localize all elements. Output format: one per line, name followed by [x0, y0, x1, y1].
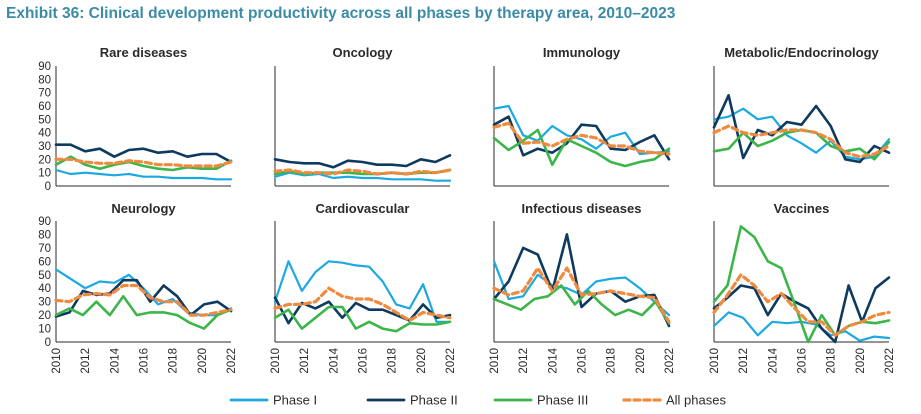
- x-tick-label: 2016: [358, 348, 370, 374]
- series-all-immunology: [492, 121, 671, 156]
- panel-title: Rare diseases: [100, 45, 187, 60]
- x-tick-label: 2012: [299, 348, 311, 374]
- panel-title: Oncology: [333, 45, 394, 60]
- panel-title: Infectious diseases: [522, 201, 642, 216]
- panel-cardiovascular: Cardiovascular 2010 2012 2014 2016 2018 2020 20…: [270, 201, 457, 374]
- series-all-vaccines: [712, 273, 891, 337]
- series-phase2-infectious-diseases: [492, 233, 671, 328]
- legend-label-phase3: Phase III: [537, 393, 588, 408]
- series-phase1-rare-diseases: [54, 168, 233, 181]
- series-phase2-immunology: [492, 115, 671, 161]
- x-tick-label: 2010: [709, 348, 721, 374]
- x-tick-label: 2016: [139, 348, 151, 374]
- legend-label-phase1: Phase I: [273, 393, 317, 408]
- y-tick-label: 90: [38, 216, 51, 228]
- x-tick-label: 2014: [547, 347, 559, 373]
- x-tick-label: 2018: [387, 348, 399, 374]
- legend-label-all: All phases: [666, 393, 726, 408]
- x-tick-label: 2010: [489, 348, 501, 374]
- y-tick-label: 50: [38, 114, 51, 126]
- y-tick-label: 60: [38, 256, 51, 268]
- series-all-oncology: [273, 168, 452, 176]
- y-tick-label: 60: [38, 101, 51, 113]
- series-phase1-metabolic-endocrinology: [712, 107, 891, 161]
- series-phase2-metabolic-endocrinology: [712, 94, 891, 164]
- exhibit-title: Exhibit 36: Clinical development product…: [6, 5, 676, 22]
- y-tick-label: 30: [38, 141, 51, 153]
- series-all-infectious-diseases: [492, 266, 671, 324]
- series-all-neurology: [54, 283, 233, 317]
- x-tick-label: 2012: [518, 348, 530, 374]
- series-all-cardiovascular: [273, 286, 452, 323]
- x-tick-label: 2014: [328, 347, 340, 373]
- series-phase3-neurology: [54, 294, 233, 330]
- y-tick-label: 50: [38, 270, 51, 282]
- x-tick-label: 2022: [445, 348, 457, 374]
- x-tick-label: 2020: [416, 348, 428, 374]
- panel-vaccines: Vaccines 2010 2012 2014 2016 2018 2020 2022: [709, 201, 896, 374]
- x-tick-label: 2020: [197, 348, 209, 374]
- panel-title: Vaccines: [774, 201, 830, 216]
- y-tick-label: 30: [38, 297, 51, 309]
- legend-label-phase2: Phase II: [410, 393, 458, 408]
- panel-oncology: Oncology: [273, 45, 452, 187]
- x-tick-label: 2014: [109, 347, 121, 373]
- x-tick-label: 2014: [767, 347, 779, 373]
- series-phase3-rare-diseases: [54, 155, 233, 172]
- series-phase2-cardiovascular: [273, 296, 452, 325]
- y-tick-label: 0: [45, 337, 51, 349]
- y-tick-label: 70: [38, 88, 51, 100]
- series-phase3-immunology: [492, 128, 671, 168]
- y-tick-label: 10: [38, 168, 51, 180]
- y-tick-label: 90: [38, 61, 51, 73]
- series-phase3-infectious-diseases: [492, 284, 671, 325]
- panel-immunology: Immunology: [492, 45, 671, 187]
- panel-metabolic-endocrinology: Metabolic/Endocrinology: [712, 45, 891, 187]
- x-tick-label: 2020: [855, 348, 867, 374]
- panel-title: Neurology: [111, 201, 176, 216]
- x-tick-label: 2022: [884, 348, 896, 374]
- y-tick-label: 70: [38, 243, 51, 255]
- series-phase1-oncology: [273, 171, 452, 182]
- y-tick-label: 0: [45, 181, 51, 193]
- series-all-metabolic-endocrinology: [712, 124, 891, 159]
- x-tick-label: 2016: [577, 348, 589, 374]
- x-tick-label: 2016: [797, 348, 809, 374]
- x-tick-label: 2018: [168, 348, 180, 374]
- x-tick-label: 2022: [664, 348, 676, 374]
- series-phase2-oncology: [273, 154, 452, 169]
- panel-title: Immunology: [543, 45, 621, 60]
- x-tick-label: 2018: [826, 348, 838, 374]
- panel-title: Metabolic/Endocrinology: [724, 45, 879, 60]
- series-all-rare-diseases: [54, 157, 233, 168]
- y-tick-label: 40: [38, 128, 51, 140]
- x-tick-label: 2012: [738, 348, 750, 374]
- series-phase3-cardiovascular: [273, 305, 452, 333]
- x-tick-label: 2010: [270, 348, 282, 374]
- x-tick-label: 2012: [80, 348, 92, 374]
- y-tick-label: 40: [38, 283, 51, 295]
- series-phase1-immunology: [492, 104, 671, 156]
- y-tick-label: 20: [38, 310, 51, 322]
- panel-infectious-diseases: Infectious diseases 2010 2012 2014 2016 2018 2…: [489, 201, 676, 374]
- legend: Phase I Phase II Phase III All phases: [229, 393, 726, 408]
- series-phase3-vaccines: [712, 225, 891, 344]
- x-tick-label: 2022: [226, 348, 238, 374]
- series-phase2-rare-diseases: [54, 143, 233, 164]
- x-tick-label: 2010: [51, 348, 63, 374]
- x-tick-label: 2020: [635, 348, 647, 374]
- series-phase2-vaccines: [712, 276, 891, 344]
- x-tick-label: 2018: [606, 348, 618, 374]
- series-phase1-cardiovascular: [273, 260, 452, 323]
- y-tick-label: 10: [38, 324, 51, 336]
- panel-title: Cardiovascular: [316, 201, 410, 216]
- y-tick-label: 80: [38, 74, 51, 86]
- y-tick-label: 20: [38, 154, 51, 166]
- y-tick-label: 80: [38, 229, 51, 241]
